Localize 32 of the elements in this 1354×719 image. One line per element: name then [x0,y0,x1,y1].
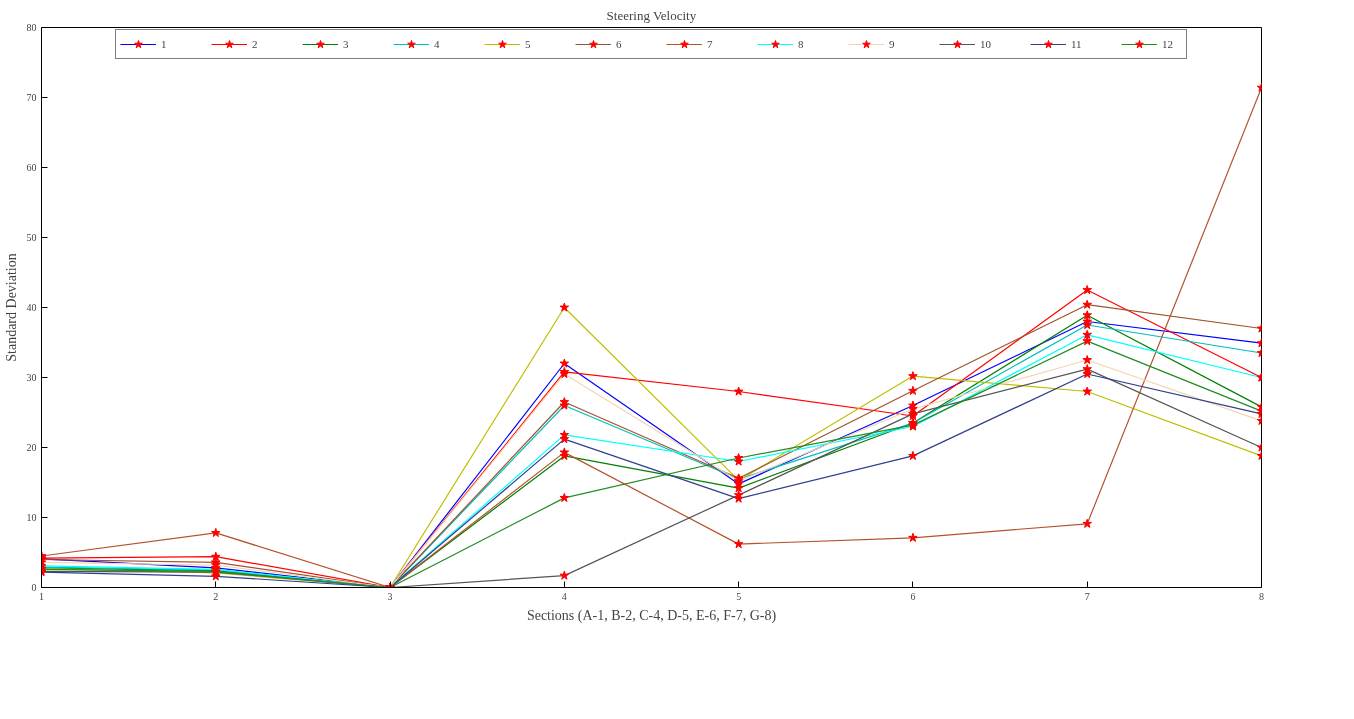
legend-label: 4 [434,38,441,50]
y-tick-label: 10 [26,512,37,523]
legend-label: 7 [707,38,714,50]
y-tick-label: 70 [26,92,37,103]
x-tick-label: 3 [387,590,393,602]
x-tick-label: 7 [1084,590,1090,602]
x-tick-label: 1 [39,590,44,602]
x-tick-label: 4 [561,590,567,602]
legend-label: 11 [1071,38,1083,50]
y-tick-label: 0 [31,582,37,593]
legend-label: 5 [525,38,532,50]
x-tick-label: 2 [213,590,219,602]
chart-title: Steering Velocity [606,7,697,23]
y-axis-title: Standard Deviation [3,253,19,362]
x-tick-label: 8 [1259,590,1264,602]
y-tick-label: 20 [26,442,37,453]
legend-label: 9 [889,38,896,50]
y-tick-label: 80 [26,22,37,33]
y-tick-label: 50 [26,232,37,243]
x-tick-label: 5 [736,590,742,602]
x-tick-label: 6 [910,590,916,602]
y-tick-label: 60 [26,162,37,173]
legend-label: 1 [161,38,168,50]
legend-label: 8 [798,38,805,50]
legend-label: 2 [252,38,259,50]
x-axis-title: Sections (A-1, B-2, C-4, D-5, E-6, F-7, G-8) [526,607,777,624]
legend-label: 12 [1162,38,1174,50]
legend-label: 3 [343,38,350,50]
y-tick-label: 30 [26,372,37,383]
legend-label: 10 [980,38,992,50]
y-tick-label: 40 [26,302,37,313]
legend-label: 6 [616,38,623,50]
